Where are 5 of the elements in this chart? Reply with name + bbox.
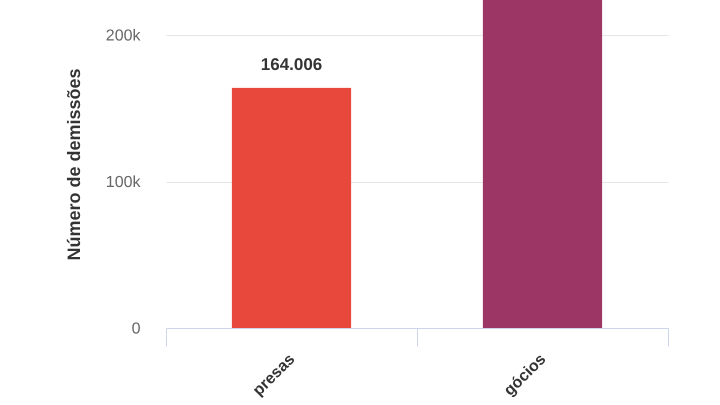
- y-tick-label: 100k: [106, 174, 142, 192]
- y-tick-label: 0: [132, 320, 141, 338]
- y-axis-title: Número de demissões: [64, 68, 84, 261]
- data-label: 164.006: [260, 54, 322, 74]
- y-tick-label: 200k: [106, 28, 142, 45]
